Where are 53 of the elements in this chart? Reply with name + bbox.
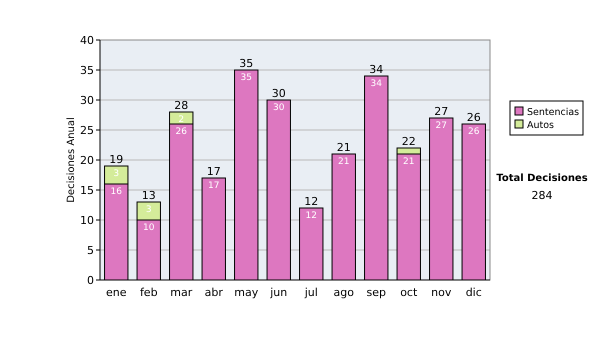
total-label: 35 [239, 57, 254, 70]
x-tick-label: ene [106, 286, 127, 299]
x-tick-label: dic [466, 286, 482, 299]
y-tick-label: 5 [87, 244, 94, 257]
data-label: 26 [176, 127, 188, 137]
total-label: 12 [304, 195, 318, 208]
x-tick-label: feb [140, 286, 158, 299]
x-tick-label: may [234, 286, 259, 299]
data-label: 3 [113, 169, 120, 179]
y-tick-label: 25 [80, 124, 94, 137]
x-tick-label: mar [170, 286, 193, 299]
data-label: 26 [468, 127, 480, 137]
data-label: 21 [338, 157, 350, 167]
y-axis-title: Decisiones Anual [66, 117, 77, 203]
y-tick-label: 0 [87, 274, 94, 287]
y-tick-label: 20 [80, 154, 94, 167]
total-label: 34 [369, 63, 384, 76]
total-label: 13 [142, 189, 156, 202]
data-label: 10 [143, 223, 155, 233]
data-label: 34 [370, 79, 382, 89]
data-label: 3 [146, 205, 152, 215]
x-tick-label: jun [269, 286, 288, 299]
total-label: 30 [272, 87, 286, 100]
total-label: 27 [434, 105, 448, 118]
data-label: 16 [110, 187, 122, 197]
y-tick-label: 10 [80, 214, 94, 227]
data-label: 30 [273, 103, 285, 113]
x-tick-label: oct [400, 286, 418, 299]
x-tick-label: nov [431, 286, 452, 299]
y-tick-label: 35 [80, 64, 94, 77]
x-tick-label: ago [334, 286, 354, 299]
total-label: 28 [174, 99, 188, 112]
text: 284 [532, 189, 552, 202]
total-label: 22 [402, 135, 416, 148]
data-label: 12 [306, 211, 317, 221]
y-tick-label: 40 [80, 34, 94, 47]
legend-label: Sentencias [527, 107, 580, 118]
data-label: 21 [403, 157, 414, 167]
total-label: 19 [109, 153, 124, 166]
x-tick-label: sep [366, 286, 386, 299]
legend-label: Autos [527, 120, 554, 131]
total-label: 26 [466, 111, 481, 124]
data-label: 2 [178, 115, 184, 125]
total-label: 17 [206, 165, 221, 178]
x-tick-label: jul [304, 286, 318, 299]
data-label: 35 [240, 73, 252, 83]
y-tick-label: 30 [80, 94, 94, 107]
y-tick-label: 15 [80, 184, 94, 197]
data-label: 27 [436, 121, 447, 131]
data-label: 17 [208, 181, 220, 191]
total-label: 21 [336, 141, 351, 154]
text: Total Decisiones [496, 173, 588, 184]
x-tick-label: abr [204, 286, 224, 299]
